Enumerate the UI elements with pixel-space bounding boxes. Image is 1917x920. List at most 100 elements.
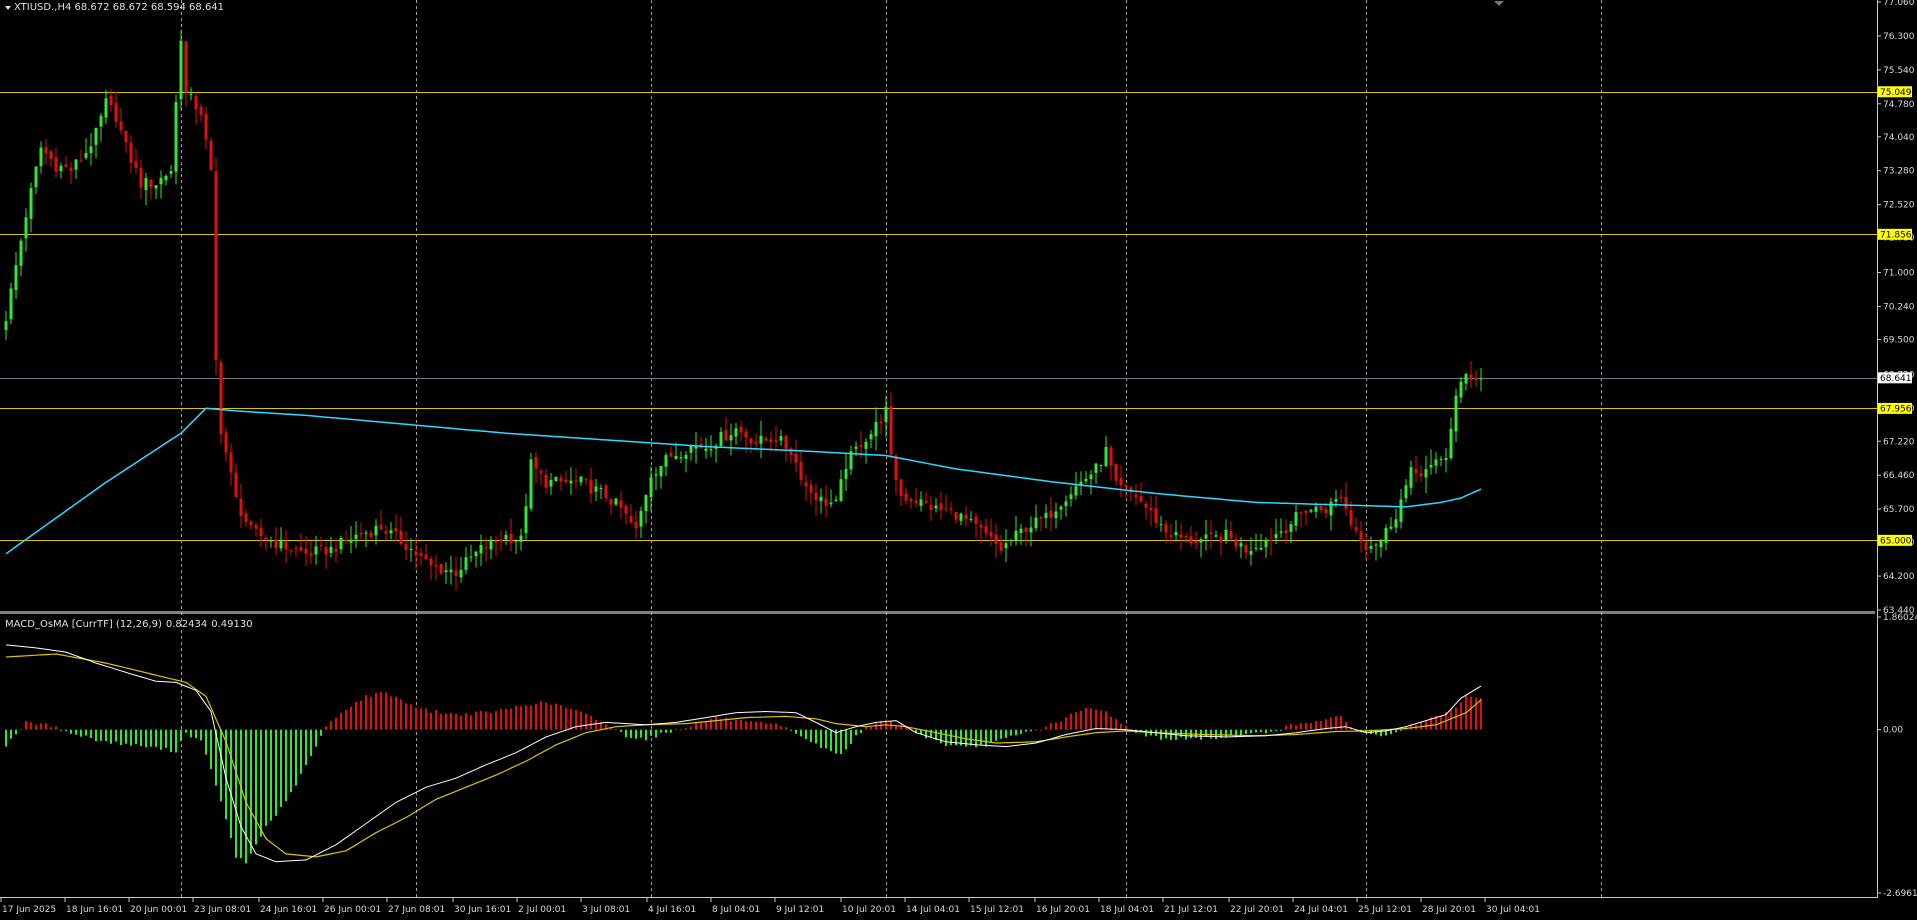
histogram-bar [500, 708, 502, 730]
histogram-bar [320, 729, 322, 736]
candle-body [299, 547, 303, 551]
candle-body [34, 166, 38, 188]
histogram-bar [540, 701, 542, 730]
candle-body [1274, 534, 1278, 539]
candle-body [374, 525, 378, 536]
chart-menu-triangle-icon[interactable] [5, 6, 11, 10]
candle-body [1379, 540, 1383, 548]
histogram-bar [1115, 719, 1117, 730]
candle-body [604, 485, 608, 499]
histogram-bar [515, 705, 517, 730]
candle-body [239, 498, 243, 516]
time-tick-label: 22 Jul 20:01 [1230, 905, 1284, 915]
chart-shift-marker-icon[interactable] [1494, 1, 1504, 6]
histogram-bar [1160, 729, 1162, 740]
candle-body [959, 513, 963, 521]
candle-body [459, 569, 463, 578]
candle-body [999, 542, 1003, 551]
candle-body [1109, 447, 1113, 466]
histogram-bar [755, 721, 757, 730]
histogram-bar [290, 729, 292, 793]
histogram-bar [1080, 710, 1082, 730]
candle-body [59, 165, 63, 172]
candle-body [1104, 447, 1108, 467]
price-tick-label: 77.060 [1883, 0, 1915, 8]
candle-body [599, 488, 603, 490]
histogram-bar [1425, 720, 1427, 730]
candle-body [94, 128, 98, 145]
histogram-bar [1275, 729, 1277, 731]
histogram-bar [1110, 716, 1112, 730]
candle-body [649, 477, 653, 497]
candle-body [484, 547, 488, 549]
candle-body [1439, 458, 1443, 460]
candle-body [1064, 501, 1068, 507]
candle-body [1209, 532, 1213, 535]
candle-body [529, 459, 533, 509]
candle-body [289, 550, 293, 552]
histogram-bar [810, 729, 812, 743]
candle-body [644, 495, 648, 511]
histogram-bar [180, 729, 182, 742]
histogram-bar [380, 691, 382, 730]
histogram-bar [625, 729, 627, 738]
histogram-bar [1045, 726, 1047, 730]
histogram-bar [950, 729, 952, 745]
candle-body [824, 498, 828, 506]
candle-body [434, 565, 438, 567]
histogram-bar [595, 719, 597, 730]
candle-body [319, 545, 323, 547]
candle-body [1049, 510, 1053, 518]
price-tick-label: 72.520 [1883, 201, 1915, 211]
candle-body [359, 533, 363, 535]
candle-body [274, 539, 278, 548]
candle-body [1424, 469, 1428, 478]
candle-body [789, 448, 793, 455]
histogram-bar [480, 710, 482, 730]
histogram-bar [295, 729, 297, 786]
candle-body [1014, 530, 1018, 541]
histogram-bar [95, 729, 97, 742]
histogram-bar [1320, 721, 1322, 730]
candle-body [1299, 512, 1303, 514]
candle-body [124, 130, 128, 143]
histogram-bar [1410, 724, 1412, 730]
histogram-bar [160, 729, 162, 750]
candle-body [1269, 539, 1273, 541]
candle-body [384, 531, 388, 534]
histogram-bar [550, 704, 552, 730]
histogram-bar [765, 723, 767, 730]
histogram-bar [170, 729, 172, 752]
candle-body [1294, 512, 1298, 526]
candle-body [794, 453, 798, 463]
candle-body [664, 455, 668, 467]
candle-body [1354, 527, 1358, 531]
histogram-bar [1280, 729, 1282, 731]
candle-body [1419, 472, 1423, 477]
candle-body [129, 142, 133, 163]
histogram-bar [430, 712, 432, 730]
histogram-bar [265, 729, 267, 826]
histogram-bar [405, 703, 407, 730]
histogram-bar [240, 729, 242, 859]
histogram-bar [10, 729, 12, 739]
candle-body [679, 457, 683, 459]
histogram-bar [185, 729, 187, 733]
histogram-bar [685, 728, 687, 730]
candle-body [979, 525, 983, 528]
candle-body [154, 185, 158, 189]
histogram-bar [1255, 729, 1257, 733]
histogram-bar [870, 726, 872, 730]
histogram-bar [730, 721, 732, 730]
histogram-bar [215, 729, 217, 786]
histogram-bar [935, 729, 937, 741]
price-level-label: 71.856 [1880, 230, 1912, 240]
time-tick-label: 21 Jul 12:01 [1164, 905, 1218, 915]
price-tick-label: 67.220 [1883, 437, 1915, 447]
candle-body [1279, 531, 1283, 533]
candle-body [1024, 527, 1028, 532]
candle-body [89, 146, 93, 154]
candle-body [1374, 544, 1378, 546]
osc-tick-label: 0.00 [1883, 726, 1903, 736]
histogram-bar [305, 729, 307, 766]
